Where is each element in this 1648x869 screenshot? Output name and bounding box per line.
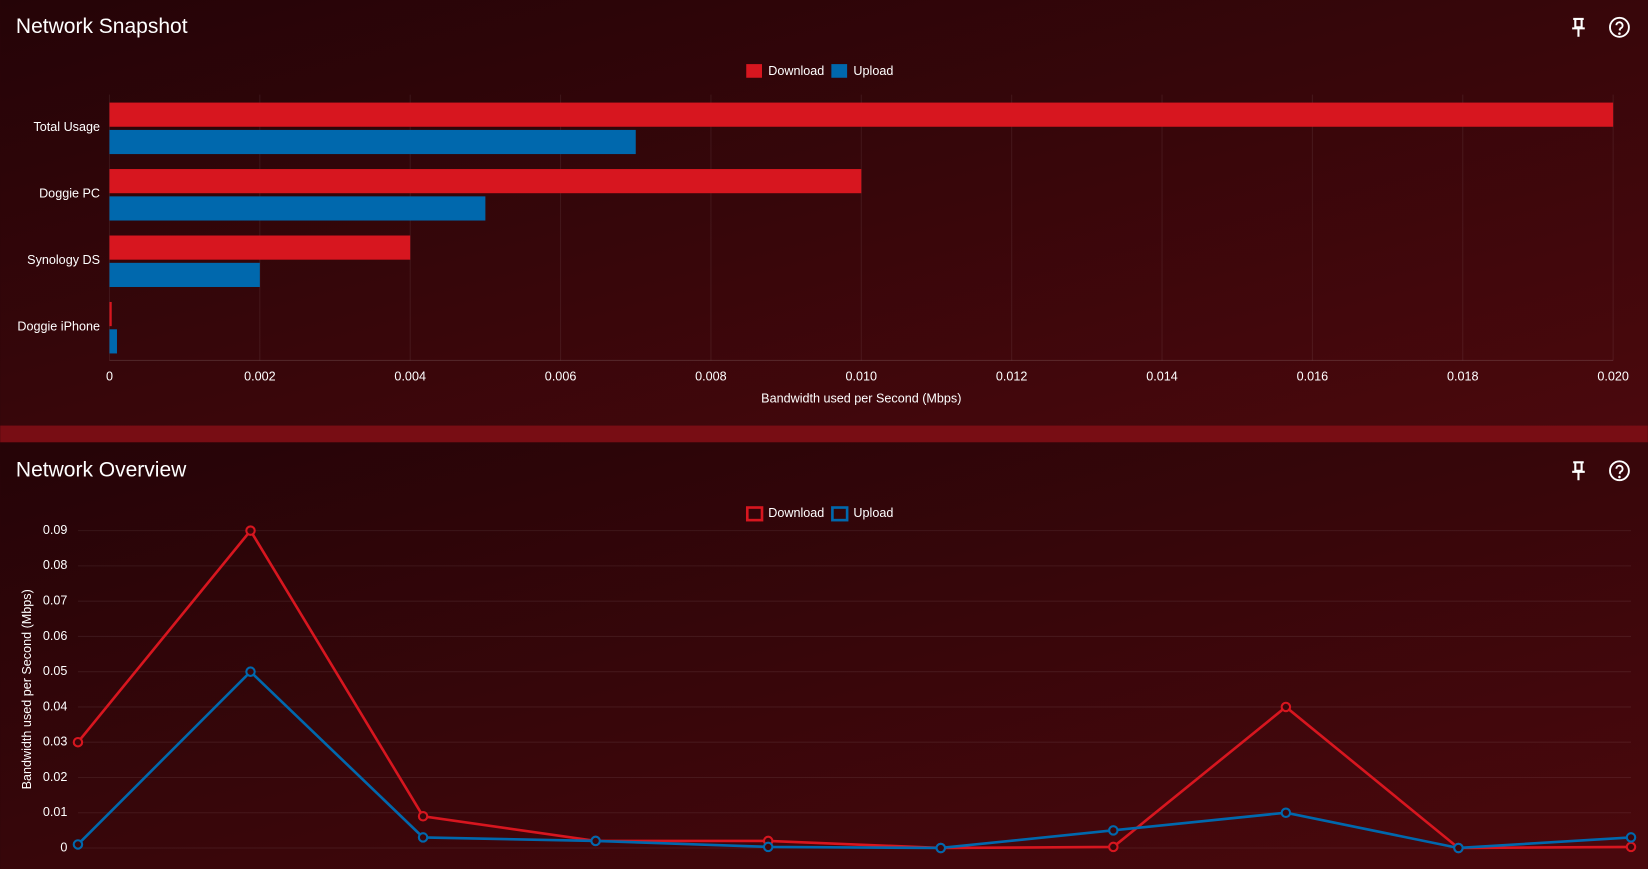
y-tick-label: 0 [60,840,67,854]
point [1625,832,1637,843]
y-tick-label: 0.04 [43,699,68,713]
point [245,525,256,536]
panel-separator [0,425,1648,443]
legend-swatch [745,506,764,522]
point [1625,841,1637,853]
y-tick-label: 0.02 [43,770,68,784]
bar [109,169,862,194]
help-icon[interactable] [1609,460,1630,482]
panel-title: Network Snapshot [16,15,188,38]
point [1108,825,1119,836]
x-tick-label: 0.020 [1597,370,1629,384]
legend-label: Upload [853,64,893,78]
x-tick-label: 0.006 [545,370,577,384]
point [417,832,429,843]
help-icon[interactable] [1609,16,1630,38]
panel-title: Network Overview [16,458,187,481]
bar [109,301,112,327]
point [245,666,256,677]
point [762,841,774,853]
line [76,528,1632,850]
x-tick-label: 0.016 [1297,370,1329,384]
x-tick-label: 0 [106,370,113,384]
x-tick-label: 0.012 [996,370,1028,384]
point [1280,807,1292,818]
y-tick-label: Synology DS [27,253,100,267]
legend-swatch [746,64,763,78]
y-tick-label: 0.03 [43,735,68,749]
point [590,835,601,847]
legend-swatch [831,64,848,78]
legend-label: Download [768,64,824,78]
bar [109,196,486,221]
y-tick-label: 0.05 [43,664,68,678]
x-tick-label: 0.004 [394,370,426,384]
legend-label: Upload [853,506,893,520]
bar [109,102,1614,127]
y-tick-label: Total Usage [33,120,100,134]
pin-icon[interactable] [1572,461,1585,481]
bar [109,129,636,155]
point [1280,701,1292,713]
x-tick-label: 0.018 [1447,370,1479,384]
x-tick-label: 0.002 [244,370,276,384]
legend-label: Download [768,506,824,520]
y-tick-label: 0.01 [43,805,68,819]
pin-icon[interactable] [1572,17,1585,37]
y-tick-label: 0.07 [43,593,68,607]
point [935,842,947,854]
y-axis-label: Bandwidth used per Second (Mbps) [20,589,34,789]
y-tick-label: Doggie PC [39,187,100,201]
x-tick-label: 0.008 [695,370,727,384]
panel-background [0,442,1648,869]
y-tick-label: 0.09 [43,523,68,537]
x-tick-label: 0.010 [846,370,878,384]
point [1108,841,1119,853]
y-tick-label: Doggie iPhone [17,320,100,334]
bar [109,235,411,260]
x-axis-label: Bandwidth used per Second (Mbps) [761,392,961,406]
line [77,669,1632,850]
point [72,839,84,850]
legend-swatch [831,506,849,522]
point [1453,842,1464,854]
y-tick-label: 0.06 [43,629,68,643]
point [417,810,429,822]
y-tick-label: 0.08 [43,558,68,572]
bar [109,329,117,354]
point [72,736,84,748]
bar [109,262,260,287]
x-tick-label: 0.014 [1146,370,1178,384]
